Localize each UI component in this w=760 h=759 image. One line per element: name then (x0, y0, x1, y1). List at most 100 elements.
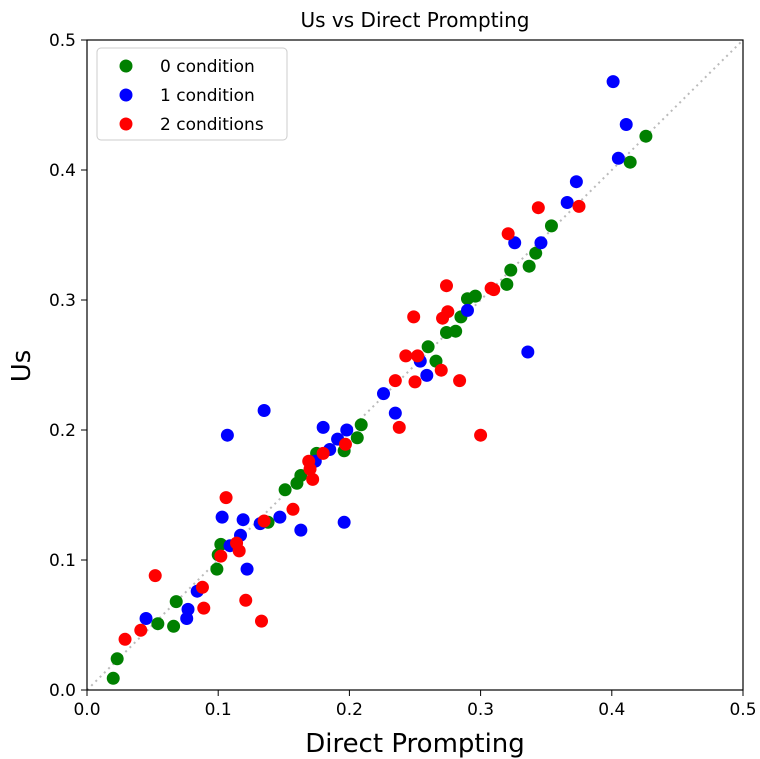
scatter-point (236, 513, 250, 527)
scatter-point (195, 580, 209, 594)
scatter-point (350, 431, 364, 445)
scatter-point (441, 305, 455, 319)
scatter-point (421, 340, 435, 354)
axis-ticks: 0.0 0.1 0.2 0.3 0.4 0.5 0.0 0.1 0.2 0.3 0.4 0.5 (49, 31, 757, 720)
scatter-point (449, 324, 463, 338)
scatter-point (139, 612, 153, 625)
scatter-point (623, 155, 637, 169)
scatter-point (181, 602, 195, 616)
y-tick-label: 0.1 (49, 551, 76, 571)
scatter-point (572, 199, 586, 213)
scatter-point (521, 345, 535, 359)
scatter-point (294, 523, 308, 537)
scatter-point (151, 617, 165, 631)
scatter-point (407, 310, 421, 324)
scatter-point (215, 510, 229, 524)
scatter-point (254, 614, 268, 628)
scatter-point (460, 303, 474, 317)
scatter-point (354, 418, 368, 432)
legend-entry-label: 0 condition (160, 57, 255, 77)
scatter-point (534, 236, 548, 250)
scatter-point (392, 420, 406, 434)
scatter-point (639, 129, 653, 143)
scatter-point (531, 201, 545, 215)
scatter-point (388, 406, 402, 420)
legend: 0 condition 1 condition 2 conditions (96, 47, 288, 141)
legend-marker (119, 88, 133, 102)
x-axis-label: Direct Prompting (305, 729, 525, 759)
scatter-point (316, 420, 330, 434)
scatter-point (110, 652, 124, 666)
legend-entry-label: 1 condition (160, 86, 255, 106)
scatter-point (106, 671, 120, 685)
scatter-point (219, 491, 233, 505)
identity-reference-line (86, 39, 744, 691)
scatter-point (606, 75, 620, 89)
scatter-point (522, 259, 536, 273)
scatter-point (214, 549, 228, 563)
legend-box (96, 47, 288, 141)
scatter-point (148, 569, 162, 583)
scatter-point (167, 619, 181, 633)
scatter-point (337, 515, 351, 529)
scatter-point (278, 483, 292, 497)
legend-marker (119, 117, 133, 131)
scatter-point (504, 263, 518, 277)
scatter-point (411, 349, 425, 363)
y-tick-label: 0.3 (49, 291, 76, 311)
x-tick-label: 0.4 (598, 700, 625, 720)
scatter-point (377, 387, 391, 401)
scatter-point (286, 502, 300, 516)
scatter-point (257, 514, 271, 528)
scatter-point (500, 277, 514, 291)
scatter-point (408, 375, 422, 389)
scatter-point (316, 446, 330, 460)
scatter-point (569, 175, 583, 189)
scatter-point (501, 227, 515, 241)
scatter-point (240, 562, 254, 576)
scatter-point (487, 283, 501, 297)
scatter-point (439, 279, 453, 293)
x-tick-label: 0.2 (336, 700, 363, 720)
scatter-point (529, 246, 543, 260)
scatter-point (197, 601, 211, 615)
y-tick-label: 0.5 (49, 31, 76, 51)
scatter-point (169, 595, 183, 609)
scatter-point (340, 423, 354, 437)
scatter-point (544, 219, 558, 233)
data-points (106, 75, 653, 685)
plot-area-frame (86, 39, 744, 691)
x-tick-label: 0.0 (73, 700, 100, 720)
x-tick-label: 0.3 (467, 700, 494, 720)
scatter-point (239, 593, 253, 607)
y-tick-label: 0.4 (49, 161, 76, 181)
scatter-point (306, 472, 320, 486)
scatter-point (474, 428, 488, 442)
scatter-point (134, 623, 148, 637)
y-axis-label: Us (7, 350, 37, 383)
x-tick-label: 0.5 (729, 700, 756, 720)
scatter-point (210, 562, 224, 576)
scatter-point (399, 349, 413, 363)
scatter-point (388, 374, 402, 388)
scatter-point (303, 462, 317, 476)
scatter-point (232, 544, 246, 558)
legend-marker (119, 59, 133, 73)
y-tick-label: 0.0 (49, 681, 76, 701)
scatter-point (257, 404, 271, 417)
y-tick-label: 0.2 (49, 421, 76, 441)
scatter-point (619, 118, 633, 131)
chart-title: Us vs Direct Prompting (301, 8, 530, 32)
scatter-point (118, 632, 132, 646)
legend-entry-label: 2 conditions (160, 115, 264, 135)
scatter-point (420, 368, 434, 382)
x-tick-label: 0.1 (205, 700, 232, 720)
scatter-point (508, 236, 522, 250)
scatter-point (434, 363, 448, 377)
scatter-point (220, 428, 234, 442)
scatter-point (560, 196, 574, 209)
scatter-point (338, 437, 352, 451)
scatter-point (273, 510, 287, 524)
scatter-point (611, 151, 625, 165)
